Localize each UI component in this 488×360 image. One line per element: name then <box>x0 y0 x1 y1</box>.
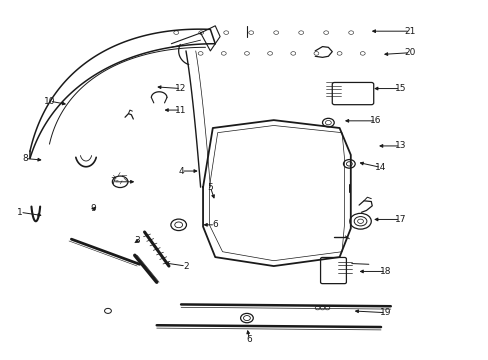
Text: 10: 10 <box>43 96 55 105</box>
Text: 15: 15 <box>394 84 406 93</box>
Text: 16: 16 <box>369 116 381 125</box>
Text: 9: 9 <box>90 204 96 213</box>
Text: 6: 6 <box>212 220 218 229</box>
Text: 12: 12 <box>175 84 186 93</box>
Text: 11: 11 <box>175 105 186 114</box>
Text: 21: 21 <box>404 27 415 36</box>
Text: 1: 1 <box>17 208 23 217</box>
Text: 14: 14 <box>375 163 386 172</box>
Text: 2: 2 <box>183 262 188 271</box>
Text: 18: 18 <box>379 267 391 276</box>
Text: 20: 20 <box>404 48 415 57</box>
Text: 17: 17 <box>394 215 406 224</box>
Text: 5: 5 <box>207 183 213 192</box>
Text: 8: 8 <box>22 154 28 163</box>
Text: 19: 19 <box>379 308 391 317</box>
Text: 4: 4 <box>178 167 183 176</box>
Text: 7: 7 <box>110 177 116 186</box>
Text: 3: 3 <box>134 237 140 246</box>
Text: 6: 6 <box>246 335 252 344</box>
Text: 13: 13 <box>394 141 406 150</box>
